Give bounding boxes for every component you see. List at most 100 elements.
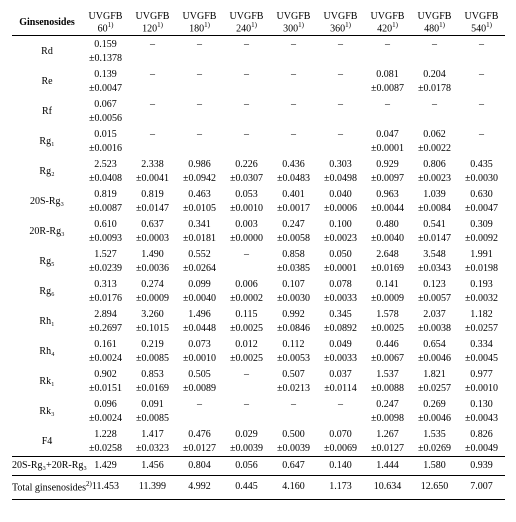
cell-error <box>223 382 270 396</box>
cell-error: ±0.0033 <box>317 292 364 306</box>
cell-error: ±0.0176 <box>82 292 129 306</box>
total-cell: 7.007 <box>458 476 505 499</box>
cell-value: 1.267 <box>364 428 411 442</box>
cell-value: – <box>129 98 176 112</box>
cell-value: 0.012 <box>223 338 270 352</box>
cell-value: 0.123 <box>411 278 458 292</box>
cell-error: ±0.0147 <box>411 232 458 246</box>
cell-error: ±0.0057 <box>411 292 458 306</box>
cell-error: ±0.0498 <box>317 172 364 186</box>
cell-value: 0.826 <box>458 428 505 442</box>
cell-value: 0.204 <box>411 68 458 82</box>
cell-value: 3.548 <box>411 248 458 262</box>
col-header-2: UVGFB1801) <box>176 10 223 36</box>
cell-value: 2.894 <box>82 308 129 322</box>
cell-error <box>270 142 317 156</box>
cell-value: – <box>176 68 223 82</box>
cell-value: 0.274 <box>129 278 176 292</box>
cell-error: ±0.0009 <box>129 292 176 306</box>
col-header-1: UVGFB1201) <box>129 10 176 36</box>
cell-error: ±0.0448 <box>176 322 223 336</box>
cell-value: 0.078 <box>317 278 364 292</box>
cell-error: ±0.0239 <box>82 262 129 276</box>
col-header-6: UVGFB4201) <box>364 10 411 36</box>
cell-error: ±0.0056 <box>82 112 129 126</box>
cell-error: ±0.0385 <box>270 262 317 276</box>
total-label: Total ginsenosides2) <box>12 476 82 499</box>
cell-value: – <box>458 98 505 112</box>
cell-value: 1.228 <box>82 428 129 442</box>
cell-error: ±0.0010 <box>223 202 270 216</box>
cell-error: ±0.0010 <box>458 382 505 396</box>
total-cell: 4.160 <box>270 476 317 499</box>
cell-value: 0.977 <box>458 368 505 382</box>
cell-error: ±0.0041 <box>129 172 176 186</box>
cell-error: ±0.0040 <box>364 232 411 246</box>
cell-error: ±0.0098 <box>364 412 411 426</box>
cell-error: ±0.0023 <box>317 232 364 246</box>
cell-value: 0.507 <box>270 368 317 382</box>
cell-value: 0.541 <box>411 218 458 232</box>
cell-value: 0.040 <box>317 188 364 202</box>
cell-value: – <box>458 68 505 82</box>
cell-error: ±0.0147 <box>129 202 176 216</box>
row-label: Rd <box>12 38 82 66</box>
cell-error: ±0.0022 <box>411 142 458 156</box>
cell-error: ±0.0258 <box>82 442 129 457</box>
cell-value: 0.006 <box>223 278 270 292</box>
cell-value: 1.182 <box>458 308 505 322</box>
col-header-4: UVGFB3001) <box>270 10 317 36</box>
cell-value: 3.260 <box>129 308 176 322</box>
cell-error <box>223 52 270 66</box>
cell-value: 0.435 <box>458 158 505 172</box>
cell-value: 2.338 <box>129 158 176 172</box>
cell-value: 1.039 <box>411 188 458 202</box>
cell-value: 0.193 <box>458 278 505 292</box>
cell-value: 0.247 <box>270 218 317 232</box>
cell-value: 0.436 <box>270 158 317 172</box>
cell-value: 0.047 <box>364 128 411 142</box>
total-cell: 12.650 <box>411 476 458 499</box>
row-label: Rk₃ <box>12 398 82 426</box>
cell-error: ±0.0040 <box>176 292 223 306</box>
cell-value: – <box>223 128 270 142</box>
cell-error: ±0.0307 <box>223 172 270 186</box>
cell-value: 1.527 <box>82 248 129 262</box>
cell-value: 1.991 <box>458 248 505 262</box>
col-header-8: UVGFB5401) <box>458 10 505 36</box>
cell-error: ±0.0067 <box>364 352 411 366</box>
col-header-3: UVGFB2401) <box>223 10 270 36</box>
cell-value: 1.496 <box>176 308 223 322</box>
row-label: Rg₂ <box>12 158 82 186</box>
cell-error: ±0.0046 <box>411 352 458 366</box>
cell-value: 2.523 <box>82 158 129 172</box>
cell-value: 0.139 <box>82 68 129 82</box>
cell-value: 0.226 <box>223 158 270 172</box>
cell-value: – <box>223 368 270 382</box>
cell-value: – <box>270 398 317 412</box>
cell-error <box>129 112 176 126</box>
cell-error: ±0.0942 <box>176 172 223 186</box>
cell-value: 0.446 <box>364 338 411 352</box>
cell-value: 0.096 <box>82 398 129 412</box>
cell-error <box>458 142 505 156</box>
cell-value: – <box>176 128 223 142</box>
cell-value: 0.099 <box>176 278 223 292</box>
cell-value: – <box>129 128 176 142</box>
cell-value: 0.819 <box>129 188 176 202</box>
sum-cell: 1.456 <box>129 457 176 476</box>
cell-value: – <box>223 68 270 82</box>
row-label: 20S-Rg₃ <box>12 188 82 216</box>
cell-error: ±0.0846 <box>270 322 317 336</box>
cell-error <box>270 112 317 126</box>
cell-value: – <box>317 98 364 112</box>
total-cell: 10.634 <box>364 476 411 499</box>
cell-error <box>129 82 176 96</box>
cell-error: ±0.0151 <box>82 382 129 396</box>
cell-value: 0.015 <box>82 128 129 142</box>
cell-value: – <box>364 38 411 52</box>
cell-value: 0.992 <box>270 308 317 322</box>
cell-error <box>458 112 505 126</box>
cell-value: 0.067 <box>82 98 129 112</box>
cell-error: ±0.0089 <box>176 382 223 396</box>
